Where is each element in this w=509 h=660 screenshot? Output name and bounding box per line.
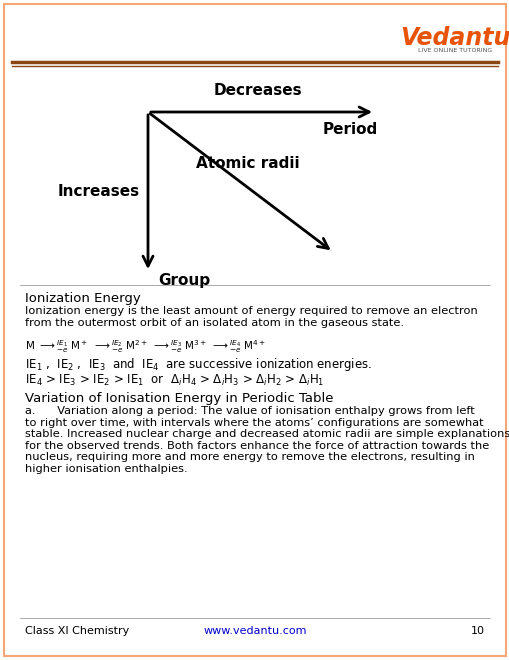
- FancyBboxPatch shape: [4, 4, 505, 656]
- Text: Class XI Chemistry: Class XI Chemistry: [25, 626, 129, 636]
- Polygon shape: [194, 290, 265, 405]
- Text: IE$_1$ ,  IE$_2$ ,  IE$_3$  and  IE$_4$  are successive ionization energies.: IE$_1$ , IE$_2$ , IE$_3$ and IE$_4$ are …: [25, 356, 371, 373]
- Text: Decreases: Decreases: [213, 83, 302, 98]
- Text: 10: 10: [470, 626, 484, 636]
- Text: LIVE ONLINE TUTORING: LIVE ONLINE TUTORING: [417, 48, 491, 53]
- Text: www.vedantu.com: www.vedantu.com: [203, 626, 306, 636]
- Text: a.      Variation along a period: The value of ionisation enthalpy grows from le: a. Variation along a period: The value o…: [25, 406, 509, 474]
- Text: Group: Group: [158, 273, 210, 288]
- Polygon shape: [65, 290, 125, 430]
- Text: Increases: Increases: [58, 185, 140, 199]
- Polygon shape: [340, 280, 414, 430]
- Text: M $\longrightarrow^{IE_1}_{-e}$ M$^+$ $\longrightarrow^{IE_2}_{-e}$ M$^{2+}$ $\l: M $\longrightarrow^{IE_1}_{-e}$ M$^+$ $\…: [25, 338, 266, 355]
- Text: Ionization Energy: Ionization Energy: [25, 292, 140, 305]
- Text: Ionization energy is the least amount of energy required to remove an electron
f: Ionization energy is the least amount of…: [25, 306, 477, 327]
- Text: Period: Period: [322, 122, 377, 137]
- Text: IE$_4$ > IE$_3$ > IE$_2$ > IE$_1$  or  $\Delta_i$H$_4$ > $\Delta_i$H$_3$ > $\Del: IE$_4$ > IE$_3$ > IE$_2$ > IE$_1$ or $\D…: [25, 373, 324, 388]
- Text: Vedantu: Vedantu: [399, 26, 509, 50]
- Text: Variation of Ionisation Energy in Periodic Table: Variation of Ionisation Energy in Period…: [25, 392, 333, 405]
- Text: Atomic radii: Atomic radii: [196, 156, 299, 172]
